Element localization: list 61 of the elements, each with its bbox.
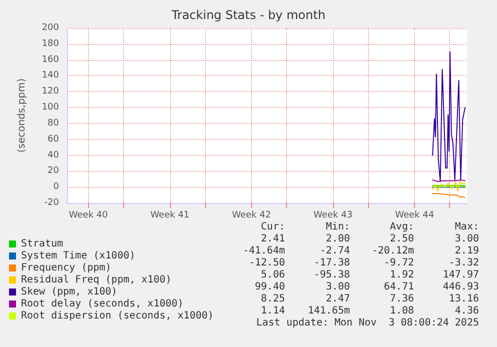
legend-label: Frequency (ppm) bbox=[21, 262, 112, 274]
text: 5.06 bbox=[260, 270, 285, 280]
chart-title: Tracking Stats - by month bbox=[170, 8, 326, 22]
text: -9.72 bbox=[384, 258, 414, 268]
x-tick-label: Week 42 bbox=[232, 210, 271, 220]
text: 4.36 bbox=[454, 306, 479, 316]
x-tick-label: Week 41 bbox=[150, 210, 190, 220]
text: -20.12m bbox=[372, 246, 414, 256]
y-tick-label: 80 bbox=[48, 118, 60, 128]
y-tick-label: 60 bbox=[48, 134, 60, 144]
text: 3.00 bbox=[326, 282, 350, 292]
y-tick-label: 40 bbox=[48, 150, 60, 160]
text: Last update: Mon Nov 3 08:00:24 2025 bbox=[256, 318, 479, 328]
text: 2.41 bbox=[260, 234, 285, 244]
y-tick-label: 100 bbox=[42, 102, 60, 113]
x-tick-label: Week 44 bbox=[395, 210, 434, 220]
text: 1.08 bbox=[390, 306, 414, 316]
text: 1.14 bbox=[260, 306, 285, 316]
text: 141.65m bbox=[308, 306, 350, 316]
text: -12.50 bbox=[248, 258, 285, 268]
text: 2.00 bbox=[326, 234, 350, 244]
text: 2.50 bbox=[390, 234, 414, 244]
text: 446.93 bbox=[442, 282, 479, 292]
y-tick-label: 200 bbox=[42, 23, 60, 33]
line-series bbox=[432, 51, 466, 182]
text: Min: bbox=[326, 222, 350, 232]
text: Max: bbox=[454, 222, 479, 232]
text: 64.71 bbox=[384, 282, 414, 292]
legend-label: Residual Freq (ppm, x100) bbox=[21, 274, 172, 286]
line-series bbox=[432, 180, 466, 192]
y-tick-label: 120 bbox=[42, 86, 60, 97]
x-tick-label: Week 43 bbox=[314, 210, 353, 220]
text: -95.38 bbox=[314, 270, 350, 280]
text: 147.97 bbox=[442, 270, 479, 280]
y-axis-title: (seconds,ppm) bbox=[16, 78, 28, 153]
legend-label: System Time (x1000) bbox=[21, 250, 136, 262]
text: -2.74 bbox=[320, 246, 350, 256]
y-tick-label: 140 bbox=[42, 70, 60, 81]
y-tick-label: -20 bbox=[44, 198, 60, 208]
text: 8.25 bbox=[260, 294, 285, 304]
text: -3.32 bbox=[448, 258, 479, 268]
text: 2.47 bbox=[326, 294, 350, 304]
text: 3.00 bbox=[454, 234, 479, 244]
text: Avg: bbox=[390, 222, 414, 232]
text: 7.36 bbox=[390, 294, 414, 304]
text: Cur: bbox=[260, 222, 285, 232]
y-tick-label: 180 bbox=[42, 38, 60, 49]
legend-label: Stratum bbox=[21, 238, 64, 250]
text: 1.92 bbox=[390, 270, 414, 280]
y-tick-label: 160 bbox=[42, 54, 60, 65]
text: -41.64m bbox=[242, 246, 285, 256]
text: 13.16 bbox=[448, 294, 479, 304]
text: -17.38 bbox=[314, 258, 350, 268]
x-tick-label: Week 40 bbox=[68, 210, 108, 220]
y-tick-label: 20 bbox=[48, 166, 60, 176]
legend-label: Root delay (seconds, x1000) bbox=[21, 298, 184, 310]
legend-label: Skew (ppm, x100) bbox=[21, 286, 118, 298]
legend-label: Root dispersion (seconds, x1000) bbox=[21, 310, 214, 322]
text: 99.40 bbox=[254, 282, 285, 292]
text: 2.19 bbox=[454, 246, 479, 256]
y-tick-label: 0 bbox=[53, 182, 60, 192]
